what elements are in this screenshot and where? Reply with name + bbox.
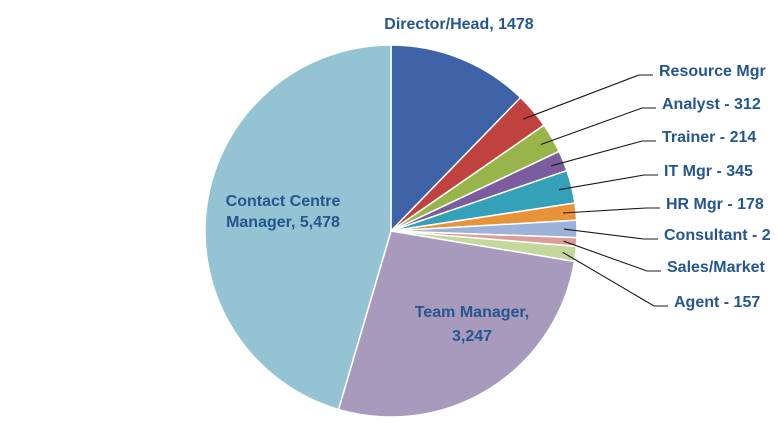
leader-lines-layer [522,74,668,307]
slice-label: Director/Head, 1478 [384,16,534,33]
slices-layer [204,44,578,418]
pie-slice [337,230,576,418]
slice-label: Analyst - 312 [662,96,761,113]
leader-line [522,74,653,120]
leader-line [540,107,656,146]
slice-label: Contact Centre Manager, 5,478 [226,193,341,231]
leader-line [563,228,658,240]
labels-layer: Director/Head, 1478 Resource Mgr Analyst -… [226,16,771,345]
slice-label: Team Manager, 3,247 [415,304,529,345]
leader-line [563,240,661,272]
pie-slice [204,44,392,411]
slice-label: Consultant - 2 [664,227,771,244]
leader-line [558,174,658,191]
slice-label: Agent - 157 [674,294,760,311]
slice-label: IT Mgr - 345 [664,163,753,180]
leader-line [562,251,668,307]
slice-label: HR Mgr - 178 [666,196,764,213]
slice-label: Resource Mgr [659,63,766,80]
leader-line [551,140,656,167]
pie-slice [390,44,522,233]
leader-line [562,207,660,214]
slice-label: Sales/Market [667,259,766,276]
slice-label: Trainer - 214 [662,129,756,146]
